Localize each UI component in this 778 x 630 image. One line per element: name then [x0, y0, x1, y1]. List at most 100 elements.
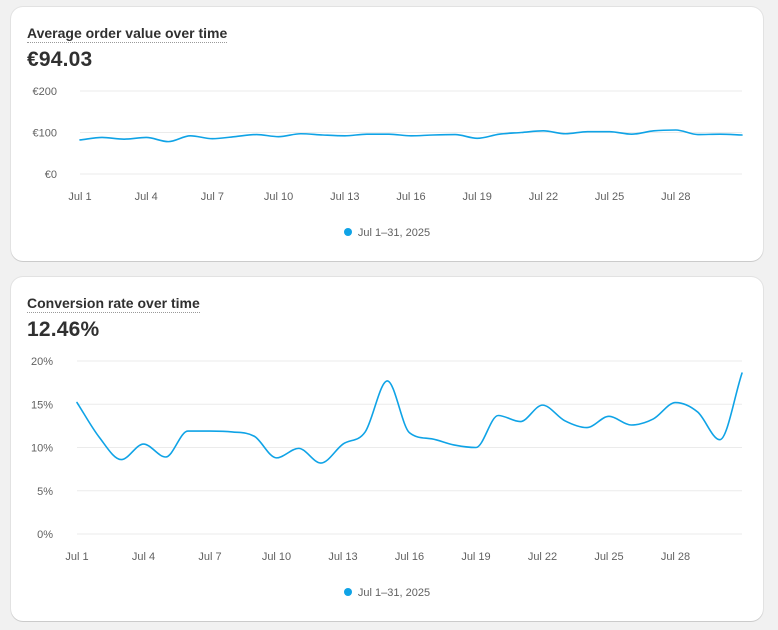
aov-chart-title[interactable]: Average order value over time [27, 25, 228, 43]
x-tick-label: Jul 25 [594, 551, 623, 563]
data-point[interactable] [495, 130, 503, 138]
data-point[interactable] [361, 428, 369, 436]
conversion-legend[interactable]: Jul 1–31, 2025 [11, 587, 763, 599]
data-point[interactable] [73, 399, 81, 407]
x-tick-label: Jul 1 [65, 551, 88, 563]
data-point[interactable] [120, 135, 128, 143]
data-point[interactable] [584, 128, 592, 136]
data-point[interactable] [253, 131, 261, 139]
data-point[interactable] [694, 408, 702, 416]
data-point[interactable] [407, 132, 415, 140]
x-tick-label: Jul 10 [264, 191, 293, 203]
x-tick-label: Jul 4 [132, 551, 155, 563]
x-tick-label: Jul 22 [529, 191, 558, 203]
y-tick-label: €0 [45, 169, 57, 181]
data-point[interactable] [517, 129, 525, 137]
legend-dot-icon [343, 228, 352, 236]
data-point[interactable] [672, 399, 680, 407]
data-point[interactable] [162, 453, 170, 461]
y-tick-label: 15% [31, 399, 53, 411]
y-tick-label: 0% [37, 529, 53, 541]
y-tick-label: €100 [33, 128, 57, 140]
x-tick-label: Jul 25 [595, 191, 624, 203]
data-point[interactable] [716, 130, 724, 138]
data-point[interactable] [164, 138, 172, 146]
x-tick-label: Jul 13 [330, 191, 359, 203]
data-point[interactable] [606, 128, 614, 136]
legend-dot-icon [343, 588, 352, 596]
series-line[interactable] [79, 129, 743, 143]
data-point[interactable] [273, 454, 281, 462]
data-point[interactable] [341, 132, 349, 140]
conversion-line-chart[interactable]: 0% 5% 10% 15% 20% Jul 1 Jul 4 Jul 7 Jul 10 Jul 13… [11, 277, 763, 621]
x-tick-label: Jul 28 [661, 551, 690, 563]
aov-chart-card: Average order value over time €94.03 €0 €… [11, 7, 763, 261]
series-line[interactable] [76, 372, 743, 464]
x-tick-label: Jul 1 [68, 191, 91, 203]
data-point[interactable] [275, 133, 283, 141]
y-tick-label: 10% [31, 443, 53, 455]
data-point[interactable] [450, 441, 458, 449]
data-point[interactable] [228, 428, 236, 436]
data-point[interactable] [451, 131, 459, 139]
x-tick-label: Jul 16 [395, 551, 424, 563]
x-tick-label: Jul 19 [461, 551, 490, 563]
data-point[interactable] [140, 440, 148, 448]
data-point[interactable] [516, 418, 524, 426]
conversion-chart-title[interactable]: Conversion rate over time [27, 295, 200, 313]
data-point[interactable] [230, 133, 238, 141]
data-point[interactable] [672, 126, 680, 134]
legend-label: Jul 1–31, 2025 [357, 227, 431, 239]
y-tick-label: €200 [33, 86, 57, 98]
data-point[interactable] [539, 127, 547, 135]
data-point[interactable] [250, 432, 258, 440]
data-point[interactable] [383, 377, 391, 385]
data-point[interactable] [473, 134, 481, 142]
conversion-chart-card: Conversion rate over time 12.46% 0% 5% 10%… [11, 277, 763, 621]
data-point[interactable] [650, 127, 658, 135]
data-point[interactable] [319, 131, 327, 139]
x-tick-label: Jul 7 [201, 191, 224, 203]
legend-label: Jul 1–31, 2025 [357, 587, 431, 599]
data-point[interactable] [428, 435, 436, 443]
data-point[interactable] [208, 135, 216, 143]
data-point[interactable] [694, 131, 702, 139]
data-point[interactable] [363, 130, 371, 138]
data-point[interactable] [295, 444, 303, 452]
data-point[interactable] [76, 136, 84, 144]
data-point[interactable] [472, 444, 480, 452]
x-tick-label: Jul 16 [396, 191, 425, 203]
x-tick-label: Jul 13 [328, 551, 357, 563]
conversion-metric-value: 12.46% [27, 318, 100, 341]
data-point[interactable] [539, 401, 547, 409]
aov-legend[interactable]: Jul 1–31, 2025 [11, 227, 763, 239]
data-point[interactable] [406, 429, 414, 437]
data-point[interactable] [184, 427, 192, 435]
data-point[interactable] [95, 433, 103, 441]
data-point[interactable] [339, 440, 347, 448]
data-point[interactable] [186, 132, 194, 140]
data-point[interactable] [605, 412, 613, 420]
data-point[interactable] [649, 415, 657, 423]
data-point[interactable] [628, 130, 636, 138]
data-point[interactable] [494, 411, 502, 419]
data-point[interactable] [716, 436, 724, 444]
x-tick-label: Jul 19 [463, 191, 492, 203]
data-point[interactable] [627, 421, 635, 429]
data-point[interactable] [142, 133, 150, 141]
x-tick-label: Jul 4 [135, 191, 158, 203]
aov-line-chart[interactable]: €0 €100 €200 Jul 1 Jul 4 Jul 7 Jul 10 Jul 13 Jul… [11, 7, 763, 261]
data-point[interactable] [117, 456, 125, 464]
data-point[interactable] [429, 131, 437, 139]
data-point[interactable] [206, 427, 214, 435]
data-point[interactable] [738, 369, 746, 377]
data-point[interactable] [738, 131, 746, 139]
data-point[interactable] [297, 130, 305, 138]
data-point[interactable] [561, 130, 569, 138]
data-point[interactable] [561, 417, 569, 425]
data-point[interactable] [583, 424, 591, 432]
data-point[interactable] [385, 130, 393, 138]
y-tick-label: 20% [31, 356, 53, 368]
data-point[interactable] [98, 133, 106, 141]
data-point[interactable] [317, 459, 325, 467]
